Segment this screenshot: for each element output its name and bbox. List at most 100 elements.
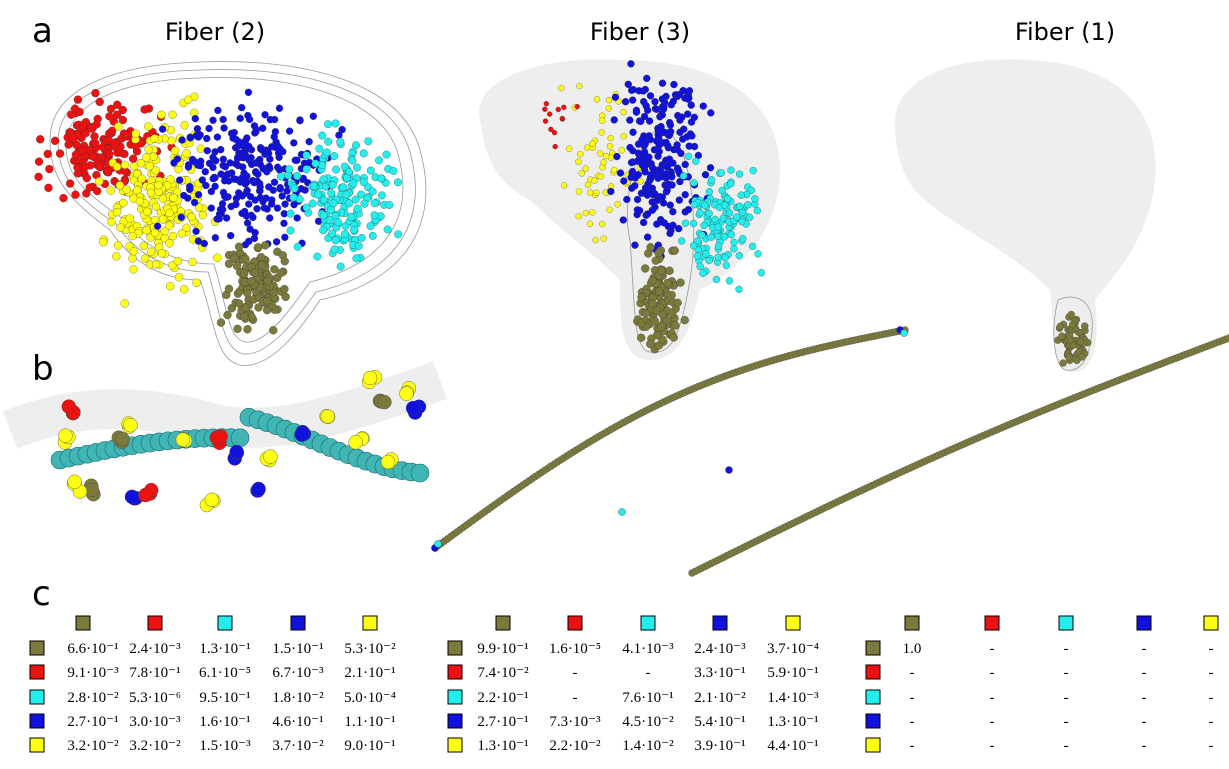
state-swatch (865, 713, 881, 729)
point (737, 191, 745, 199)
point (623, 195, 631, 204)
point (701, 201, 709, 209)
point (128, 231, 137, 241)
point (611, 93, 620, 101)
point (669, 97, 678, 105)
point (184, 163, 193, 171)
probability: 2.4·10⁻³ (694, 641, 746, 657)
point (129, 154, 138, 163)
point (78, 146, 87, 155)
point (70, 104, 80, 113)
point (735, 202, 744, 210)
point (714, 223, 722, 231)
point (253, 205, 261, 213)
point (655, 140, 663, 149)
point (219, 155, 227, 163)
point (219, 115, 227, 124)
point (673, 298, 682, 307)
point (169, 193, 178, 203)
state-swatch (290, 615, 306, 631)
point (394, 230, 403, 239)
point (699, 269, 707, 277)
probability: 2.7·10⁻¹ (477, 714, 528, 730)
point (666, 121, 675, 129)
point (1058, 332, 1066, 340)
point (270, 265, 279, 274)
point (142, 153, 151, 162)
point (232, 200, 240, 208)
point (680, 315, 689, 325)
point (105, 112, 114, 121)
point (351, 195, 360, 204)
point (165, 221, 174, 230)
probability: - (646, 665, 651, 681)
point (261, 241, 270, 250)
point (158, 125, 167, 133)
probability: - (910, 665, 915, 681)
point (637, 117, 645, 126)
point (106, 186, 115, 195)
probability: 7.3·10⁻³ (549, 714, 601, 730)
point (714, 232, 722, 241)
point (135, 197, 145, 206)
point (330, 245, 339, 254)
bead (900, 329, 908, 337)
point (738, 208, 747, 217)
probability: - (1064, 738, 1069, 754)
point (1068, 320, 1077, 329)
point (685, 142, 693, 150)
point (648, 206, 657, 214)
point (296, 117, 304, 125)
point (129, 265, 138, 274)
point (327, 189, 336, 198)
point (681, 191, 689, 199)
point (328, 229, 337, 238)
point (370, 199, 379, 208)
point (272, 143, 280, 152)
state-swatch (447, 713, 463, 729)
probability: - (990, 665, 995, 681)
point (1056, 322, 1064, 331)
group (67, 474, 82, 489)
point (658, 193, 666, 201)
point (280, 257, 289, 266)
point (342, 190, 351, 199)
point (158, 215, 168, 224)
point (687, 101, 695, 109)
point (194, 203, 204, 212)
point (375, 156, 384, 165)
probability: 1.6·10⁻¹ (199, 714, 250, 730)
point (230, 253, 239, 263)
group (380, 454, 396, 470)
point (744, 201, 752, 209)
point (243, 178, 251, 186)
point (118, 115, 128, 125)
point (735, 251, 743, 260)
point (342, 173, 351, 182)
point (205, 124, 213, 133)
point (353, 204, 362, 213)
point (318, 161, 326, 170)
probability: 5.0·10⁻⁴ (344, 690, 396, 706)
point (666, 229, 674, 238)
point (79, 122, 88, 131)
point (73, 163, 82, 172)
point (633, 206, 642, 214)
point (753, 207, 761, 215)
panel-title: Fiber (2) (165, 18, 265, 46)
probability: 1.5·10⁻³ (199, 738, 251, 754)
group (377, 394, 392, 410)
point (241, 303, 250, 312)
probability: - (910, 714, 915, 730)
point (211, 148, 219, 156)
point (631, 241, 639, 249)
point (200, 239, 208, 248)
point (234, 153, 242, 162)
point (641, 168, 649, 176)
point (629, 128, 637, 136)
point (149, 152, 158, 161)
point (707, 233, 715, 241)
state-swatch (75, 615, 91, 631)
point (542, 106, 548, 112)
point (689, 219, 698, 228)
